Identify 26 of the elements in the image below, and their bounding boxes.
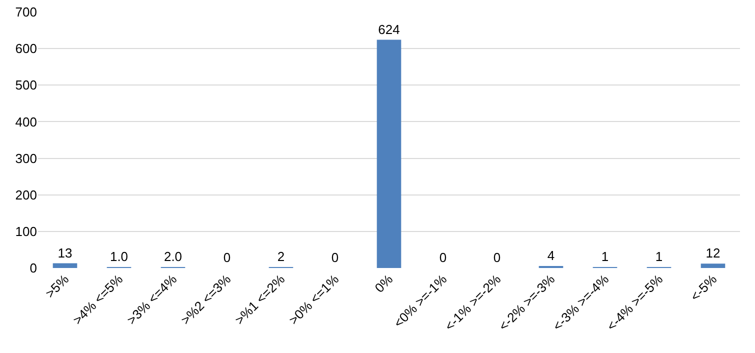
data-label: 1 bbox=[601, 249, 609, 264]
data-label: 0 bbox=[493, 250, 501, 265]
x-tick-label: >5% bbox=[42, 271, 72, 301]
bar bbox=[52, 263, 78, 268]
data-label: 2 bbox=[277, 249, 285, 264]
data-label: 1.0 bbox=[110, 249, 128, 264]
y-tick-label: 100 bbox=[15, 224, 37, 239]
data-label: 1 bbox=[655, 249, 663, 264]
bar bbox=[376, 40, 402, 268]
y-tick-label: 700 bbox=[15, 4, 37, 20]
y-tick-label: 600 bbox=[15, 41, 37, 56]
data-label: 0 bbox=[331, 250, 339, 265]
y-tick-label: 200 bbox=[15, 187, 37, 202]
y-tick-label: 300 bbox=[15, 150, 37, 166]
x-tick-label: 0% bbox=[372, 271, 396, 296]
data-label: 624 bbox=[378, 22, 400, 37]
y-tick-label: 500 bbox=[15, 78, 37, 93]
y-tick-label: 400 bbox=[15, 114, 37, 130]
data-label: 4 bbox=[547, 248, 555, 263]
bar bbox=[700, 264, 726, 268]
data-label: 0 bbox=[223, 250, 231, 265]
data-label: 0 bbox=[439, 250, 447, 265]
data-label: 12 bbox=[706, 246, 720, 261]
y-tick-label: 0 bbox=[30, 260, 37, 276]
data-label: 2.0 bbox=[164, 249, 182, 264]
data-label: 13 bbox=[58, 245, 72, 260]
